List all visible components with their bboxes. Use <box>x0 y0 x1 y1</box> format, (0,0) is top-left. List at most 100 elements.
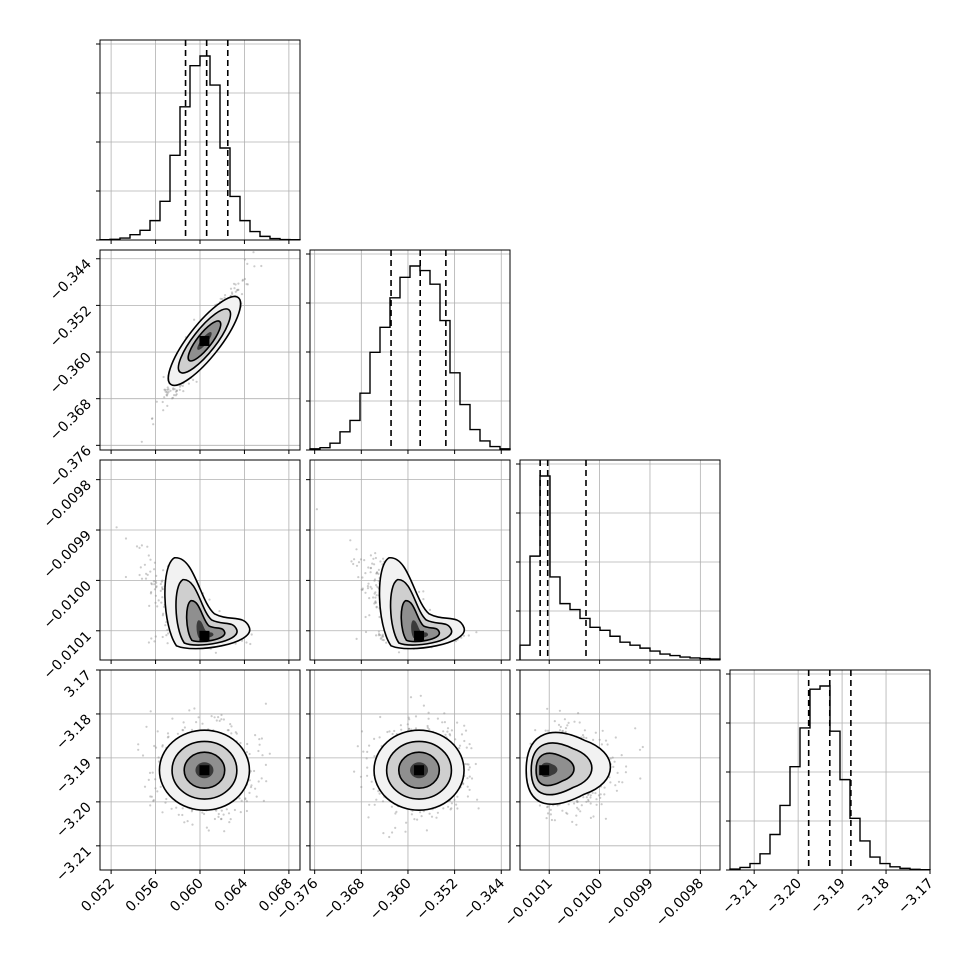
sample-point <box>464 762 467 766</box>
sample-point <box>598 738 601 741</box>
sample-point <box>464 729 468 732</box>
sample-point <box>369 567 372 570</box>
sample-point <box>153 588 156 591</box>
sample-point <box>166 388 169 391</box>
sample-point <box>182 721 185 724</box>
sample-point <box>170 807 173 810</box>
sample-point <box>381 800 385 803</box>
sample-point <box>466 763 469 766</box>
sample-point <box>258 738 261 741</box>
sample-point <box>420 815 423 818</box>
sample-point <box>546 707 549 710</box>
sample-point <box>255 795 258 798</box>
contour-3 <box>187 320 222 362</box>
sample-point <box>370 780 373 783</box>
sample-point <box>208 598 211 601</box>
sample-point <box>362 750 365 753</box>
sample-point <box>442 807 445 810</box>
sample-point <box>455 803 458 806</box>
sample-point <box>159 589 162 593</box>
density-level-3 <box>186 600 225 642</box>
sample-point <box>235 732 238 735</box>
sample-point <box>356 745 359 748</box>
sample-point <box>414 715 418 718</box>
sample-point <box>205 826 208 829</box>
sample-point <box>178 388 181 391</box>
sample-point <box>234 642 237 645</box>
sample-point <box>467 763 470 766</box>
sample-point <box>220 809 223 812</box>
sample-point <box>364 572 367 575</box>
sample-point <box>173 394 176 397</box>
sample-point <box>382 557 385 560</box>
sample-point <box>376 571 379 574</box>
sample-point <box>414 727 418 730</box>
sample-point <box>443 712 446 715</box>
sample-point <box>249 786 253 789</box>
y-tick-label: −3.18 <box>53 711 95 753</box>
sample-point <box>166 628 169 632</box>
sample-point <box>159 582 162 586</box>
sample-point <box>165 394 169 397</box>
sample-point <box>161 579 164 582</box>
sample-point <box>245 800 248 803</box>
sample-point <box>234 731 237 734</box>
sample-point <box>561 809 564 812</box>
sample-point <box>244 798 247 801</box>
sample-point <box>147 778 150 782</box>
sample-point <box>553 720 556 723</box>
sample-point <box>639 777 642 780</box>
sample-point <box>373 755 376 758</box>
sample-point <box>162 569 165 572</box>
sample-point <box>165 391 168 394</box>
sample-point <box>237 282 240 285</box>
sample-point <box>577 712 580 715</box>
sample-point <box>188 709 191 712</box>
density-peak <box>414 765 425 776</box>
sample-point <box>361 587 364 590</box>
sample-point <box>156 790 159 793</box>
sample-point <box>220 818 223 821</box>
sample-point <box>373 803 376 806</box>
sample-point <box>583 729 587 732</box>
sample-point <box>390 805 393 808</box>
sample-point <box>614 736 617 739</box>
sample-point <box>161 586 164 589</box>
sample-point <box>394 812 397 815</box>
sample-point <box>154 787 157 790</box>
sample-point <box>217 815 220 819</box>
sample-point <box>638 748 642 751</box>
sample-point <box>239 811 242 814</box>
sample-point <box>172 387 175 390</box>
sample-point <box>162 605 166 609</box>
y-tick-label: −0.360 <box>47 350 95 398</box>
contour-2 <box>175 578 238 646</box>
sample-point <box>587 798 590 801</box>
sample-point <box>456 795 459 798</box>
x-tick-label: −0.0100 <box>552 876 606 930</box>
sample-point <box>151 417 154 420</box>
sample-point <box>556 804 559 807</box>
sample-point <box>370 587 373 590</box>
sample-point <box>600 803 603 806</box>
sample-point <box>369 566 373 570</box>
sample-point <box>375 606 378 609</box>
sample-point <box>372 596 375 599</box>
sample-point <box>587 793 590 797</box>
contour-2 <box>530 742 593 796</box>
sample-point <box>245 751 248 754</box>
sample-point <box>550 818 554 822</box>
sample-point <box>183 821 186 824</box>
sample-point <box>181 728 184 732</box>
sample-point <box>138 573 141 577</box>
sample-point <box>253 265 256 268</box>
sample-point <box>166 386 169 389</box>
sample-point <box>230 725 233 728</box>
sample-point <box>163 396 166 399</box>
hist-panel-1 <box>96 39 301 244</box>
x-tick-label: −0.344 <box>460 875 508 923</box>
hist-frame <box>99 39 301 241</box>
sample-point <box>374 601 377 604</box>
y-tick-label: −0.368 <box>47 396 95 444</box>
sample-point <box>147 641 150 644</box>
